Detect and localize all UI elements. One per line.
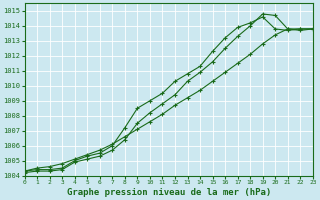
X-axis label: Graphe pression niveau de la mer (hPa): Graphe pression niveau de la mer (hPa) bbox=[67, 188, 271, 197]
